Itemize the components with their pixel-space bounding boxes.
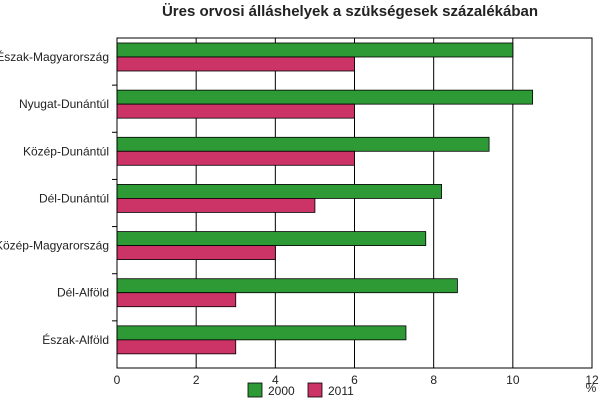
bar-2011-0 [116, 56, 355, 72]
category-label: Dél-Dunántúl [39, 191, 109, 205]
bar-2011-3 [116, 198, 316, 213]
x-tick-label: 2 [193, 373, 200, 387]
legend: 2000 2011 [247, 382, 354, 398]
category-label: Dél-Alföld [57, 286, 109, 300]
legend-label-2000: 2000 [268, 384, 295, 398]
chart-title: Üres orvosi álláshelyek a szükségesek sz… [162, 3, 538, 20]
category-label: Észak-Magyarország [0, 49, 109, 64]
legend-swatch-2000 [247, 382, 263, 398]
x-tick-label: 8 [430, 373, 437, 387]
bar-2000-5 [116, 278, 458, 294]
bar-2000-6 [116, 325, 407, 341]
bar-2011-6 [116, 339, 237, 355]
category-label: Közép-Dunántúl [23, 144, 109, 158]
bar-2000-2 [116, 136, 490, 152]
bar-2000-0 [116, 42, 514, 58]
bars [116, 42, 534, 355]
bar-2011-5 [116, 292, 237, 308]
category-label: Észak-Alföld [42, 332, 109, 347]
legend-label-2011: 2011 [328, 384, 354, 398]
x-tick-label: 4 [272, 373, 279, 387]
bar-2000-4 [116, 231, 427, 246]
legend-swatch-2011 [307, 382, 323, 398]
bar-2011-2 [116, 150, 355, 166]
category-label: Közép-Magyarország [0, 239, 109, 253]
bar-2000-3 [116, 184, 442, 199]
category-label: Nyugat-Dunántúl [19, 97, 109, 111]
x-tick-labels: 0 2 4 6 8 10 12 [114, 373, 599, 387]
x-tick-label: 0 [114, 373, 121, 387]
x-tick-label: 10 [506, 373, 520, 387]
x-tick-label: 6 [351, 373, 358, 387]
bar-2011-4 [116, 245, 276, 260]
x-tick-label: 12 [585, 373, 599, 387]
bar-2011-1 [116, 103, 355, 119]
bar-2000-1 [116, 89, 534, 105]
plot-frame [116, 37, 593, 369]
x-unit-label: % [586, 381, 597, 395]
category-labels: Észak-Magyarország Nyugat-Dunántúl Közép-D… [0, 49, 109, 347]
